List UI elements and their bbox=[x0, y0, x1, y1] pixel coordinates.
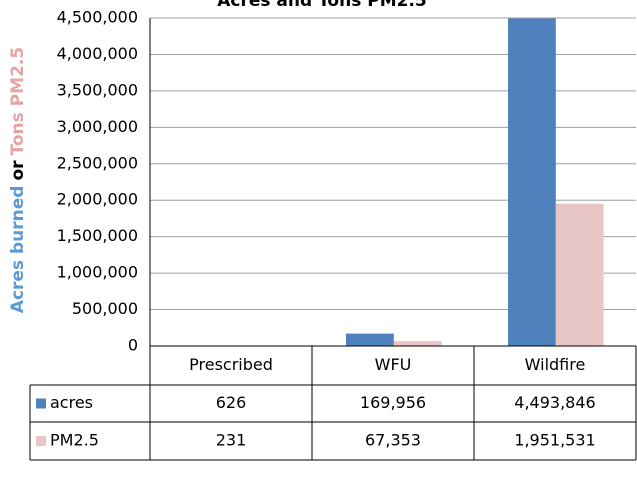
table-value: 1,951,531 bbox=[514, 431, 595, 450]
x-tick-label: Wildfire bbox=[525, 355, 586, 374]
legend-swatch bbox=[36, 399, 46, 409]
table-value: 169,956 bbox=[360, 393, 426, 412]
y-tick-label: 4,000,000 bbox=[57, 44, 138, 63]
y-tick-label: 500,000 bbox=[72, 299, 138, 318]
table-value: 231 bbox=[216, 431, 247, 450]
x-tick-label: Prescribed bbox=[189, 355, 273, 374]
legend-swatch bbox=[36, 436, 46, 446]
y-tick-label: 2,000,000 bbox=[57, 190, 138, 209]
y-tick-label: 0 bbox=[128, 336, 138, 355]
y-axis-label-part: or bbox=[8, 160, 28, 181]
y-tick-label: 1,000,000 bbox=[57, 263, 138, 282]
bar bbox=[556, 204, 604, 346]
legend-label: acres bbox=[50, 393, 93, 412]
y-tick-label: 4,500,000 bbox=[57, 8, 138, 27]
y-axis-label-part: Acres burned bbox=[8, 186, 28, 314]
bar bbox=[508, 18, 556, 346]
x-tick-label: WFU bbox=[375, 355, 412, 374]
y-axis-label-part: Tons PM2.5 bbox=[8, 47, 28, 156]
y-tick-label: 2,500,000 bbox=[57, 153, 138, 172]
table-value: 4,493,846 bbox=[514, 393, 595, 412]
table-value: 67,353 bbox=[365, 431, 421, 450]
y-axis-label: Acres burned or Tons PM2.5 bbox=[8, 47, 28, 313]
y-tick-label: 3,000,000 bbox=[57, 117, 138, 136]
bar bbox=[346, 334, 394, 346]
legend-label: PM2.5 bbox=[50, 431, 99, 450]
table-value: 626 bbox=[216, 393, 247, 412]
chart-title: Acres and Tons PM2.5 bbox=[217, 0, 427, 11]
bar bbox=[394, 341, 442, 346]
y-tick-label: 1,500,000 bbox=[57, 226, 138, 245]
y-tick-label: 3,500,000 bbox=[57, 80, 138, 99]
